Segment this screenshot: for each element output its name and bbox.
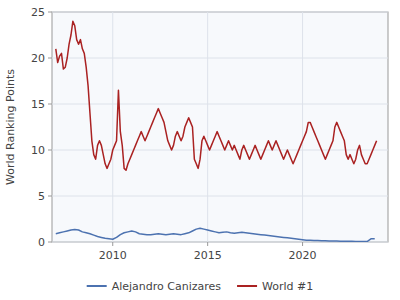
axes: 0 5 10 15 20 25 2010 2015 2020 (31, 6, 317, 262)
legend-swatch (237, 285, 257, 287)
grid-line (52, 104, 388, 105)
plot-data (56, 21, 377, 241)
grid-line (52, 58, 388, 59)
tick-label: 10 (31, 144, 45, 157)
chart: 0 5 10 15 20 25 2010 2015 2020 World Ranking Poin… (0, 0, 400, 300)
tick-mark (112, 242, 113, 246)
tick-mark (48, 196, 52, 197)
legend-label: Alejandro Canizares (112, 280, 222, 293)
tick-mark (48, 242, 52, 243)
tick-mark (302, 242, 303, 246)
tick-label: 0 (38, 236, 45, 249)
grid-line (207, 12, 208, 242)
grid-line (112, 12, 113, 242)
tick-label: 5 (38, 190, 45, 203)
tick-mark (48, 150, 52, 151)
tick-label: 2015 (194, 249, 222, 262)
grid (52, 12, 388, 242)
line (56, 21, 377, 170)
tick-label: 25 (31, 6, 45, 19)
tick-label: 15 (31, 98, 45, 111)
tick-mark (207, 242, 208, 246)
legend: Alejandro Canizares World #1 (87, 280, 314, 293)
tick-mark (48, 58, 52, 59)
tick-mark (48, 104, 52, 105)
tick-mark (48, 12, 52, 13)
plot-frame (52, 12, 388, 242)
tick-label: 2020 (289, 249, 317, 262)
legend-swatch (87, 285, 107, 287)
grid-line (52, 12, 388, 13)
grid-line (52, 196, 388, 197)
tick-label: 20 (31, 52, 45, 65)
legend-label: World #1 (262, 280, 313, 293)
axis-label: World Ranking Points (4, 69, 17, 185)
grid-line (302, 12, 303, 242)
tick-label: 2010 (99, 249, 127, 262)
line (56, 228, 375, 241)
